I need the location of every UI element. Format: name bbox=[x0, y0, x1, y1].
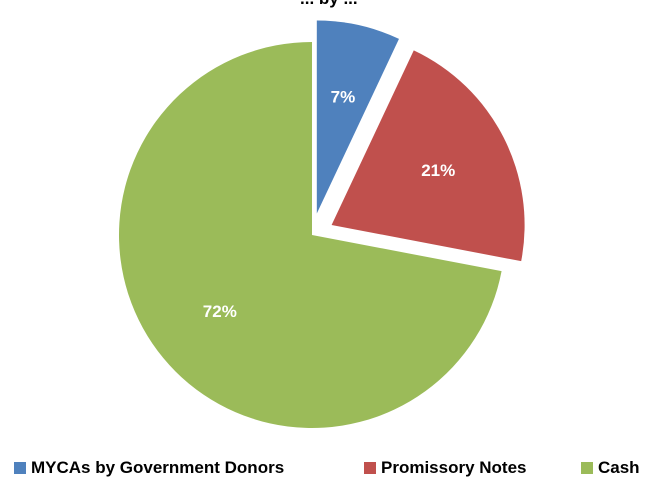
legend-label-promissory-notes: Promissory Notes bbox=[381, 458, 527, 477]
legend-swatch-mycas bbox=[14, 462, 26, 474]
chart-title-text: ... by ... bbox=[300, 0, 358, 8]
legend-item-cash: Cash bbox=[581, 458, 640, 478]
pie-slice-mycas bbox=[316, 20, 399, 214]
legend: MYCAs by Government Donors Promissory No… bbox=[0, 458, 647, 481]
pie-slice-promissory-notes bbox=[331, 50, 525, 262]
legend-label-cash: Cash bbox=[598, 458, 640, 477]
chart-title: ... by ... bbox=[300, 0, 358, 9]
slice-label-promissory-notes: 21% bbox=[421, 161, 455, 180]
slice-label-mycas: 7% bbox=[331, 87, 356, 106]
legend-item-promissory-notes: Promissory Notes bbox=[364, 458, 527, 478]
legend-item-mycas: MYCAs by Government Donors bbox=[14, 458, 284, 478]
legend-swatch-cash bbox=[581, 462, 593, 474]
legend-label-mycas: MYCAs by Government Donors bbox=[31, 458, 285, 477]
legend-swatch-promissory-notes bbox=[364, 462, 376, 474]
pie-slice-cash bbox=[119, 42, 502, 429]
slice-label-cash: 72% bbox=[203, 302, 237, 321]
